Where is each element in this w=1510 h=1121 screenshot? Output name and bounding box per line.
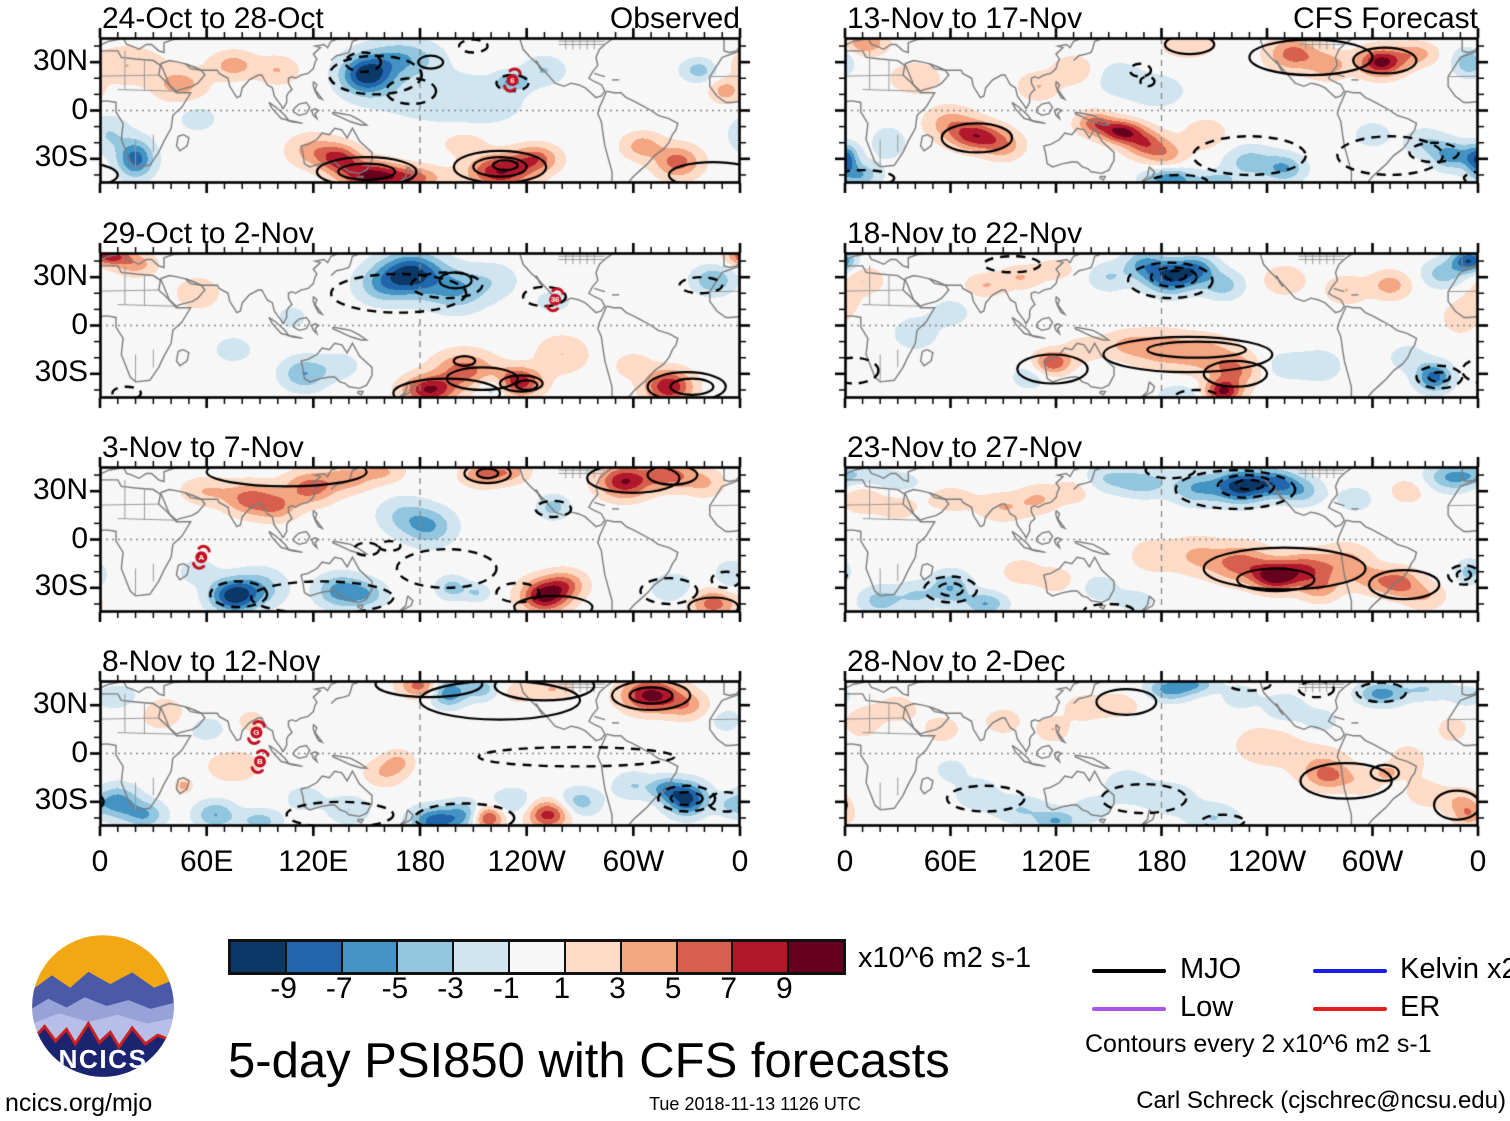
ncics-logo: NCICS (32, 935, 174, 1077)
y-axis-label: 0 (71, 92, 88, 126)
colorbar-tick-label: 1 (553, 972, 571, 1005)
panel-corner-label: CFS Forecast (1292, 2, 1478, 35)
credit: Carl Schreck (cjschrec@ncsu.edu) (1136, 1087, 1506, 1114)
colorbar-tick-label: -9 (270, 972, 297, 1005)
colorbar-tick-label: -5 (381, 972, 409, 1005)
logo-red-ridge (32, 1020, 174, 1050)
colorbar-segment (286, 942, 343, 972)
colorbar-segment (789, 942, 843, 972)
x-axis-label: 0 (836, 845, 854, 878)
kelvin-line-sample (1313, 969, 1387, 973)
colorbar-segment (510, 942, 566, 972)
x-axis-label: 60E (923, 845, 978, 878)
colorbar-tick-label: 9 (776, 972, 793, 1005)
low-line-sample (1092, 1007, 1166, 1011)
x-axis-label: 120E (1020, 845, 1092, 878)
colorbar-segment (733, 942, 790, 972)
legend-label-low: Low (1180, 991, 1234, 1023)
y-axis-label: 30S (34, 140, 88, 173)
colorbar (228, 939, 846, 975)
x-axis-label: 120E (278, 845, 349, 878)
site-url: ncics.org/mjo (5, 1089, 153, 1117)
y-axis-label: 30S (34, 355, 88, 388)
panel-corner-label: Observed (609, 2, 740, 35)
colorbar-segment (342, 942, 399, 972)
y-axis-label: 30N (32, 44, 88, 77)
legend-label-er: ER (1400, 991, 1441, 1023)
x-axis-label: 120W (1227, 845, 1307, 878)
colorbar-tick-label: 7 (720, 972, 738, 1005)
legend-label-kelvin: Kelvin x2 (1400, 953, 1510, 985)
x-axis-label: 60E (179, 845, 234, 878)
colorbar-segment (454, 942, 511, 972)
x-axis-label: 60W (1341, 845, 1404, 878)
panel-title: 23-Nov to 27-Nov (847, 431, 1083, 464)
x-axis-label: 60W (602, 845, 665, 878)
timestamp: Tue 2018-11-13 1126 UTC (649, 1094, 861, 1114)
legend-label-mjo: MJO (1180, 953, 1242, 985)
colorbar-segment (231, 942, 287, 972)
y-axis-label: 30S (34, 783, 88, 816)
panel-title: 24-Oct to 28-Oct (102, 2, 324, 35)
panel-title: 3-Nov to 7-Nov (102, 431, 304, 464)
y-axis-label: 30S (34, 569, 88, 602)
colorbar-segment (677, 942, 734, 972)
x-axis-label: 0 (1469, 845, 1487, 878)
y-axis-label: 0 (71, 307, 88, 341)
er-line-sample (1313, 1007, 1387, 1011)
panel-title: 13-Nov to 17-Nov (847, 2, 1083, 35)
figure-title: 5-day PSI850 with CFS forecasts (228, 1034, 950, 1088)
x-axis-label: 180 (1136, 845, 1187, 878)
panel-title: 8-Nov to 12-Nov (102, 645, 321, 678)
colorbar-tick-label: -3 (437, 972, 464, 1005)
y-axis-label: 0 (71, 521, 88, 555)
contour-interval-note: Contours every 2 x10^6 m2 s-1 (1085, 1030, 1432, 1058)
panel-title: 28-Nov to 2-Dec (847, 645, 1066, 678)
colorbar-segment (398, 942, 455, 972)
y-axis-label: 30N (32, 473, 88, 506)
x-axis-label: 0 (91, 845, 109, 878)
colorbar-segment (621, 942, 678, 972)
x-axis-label: 0 (731, 845, 749, 878)
panel-title: 18-Nov to 22-Nov (847, 217, 1083, 250)
colorbar-tick-label: -1 (492, 972, 520, 1005)
panel-title: 29-Oct to 2-Nov (102, 217, 314, 250)
colorbar-tick-label: 5 (664, 972, 682, 1005)
y-axis-label: 0 (71, 735, 88, 769)
logo-text: NCICS (58, 1044, 147, 1074)
mjo-line-sample (1092, 969, 1166, 973)
colorbar-segment (565, 942, 622, 972)
x-axis-label: 180 (394, 845, 446, 878)
y-axis-label: 30N (32, 259, 88, 292)
x-axis-label: 120W (487, 845, 566, 878)
colorbar-unit-label: x10^6 m2 s-1 (858, 942, 1032, 974)
colorbar-tick-label: -7 (325, 972, 353, 1005)
colorbar-tick-label: 3 (609, 972, 626, 1005)
map-panels-canvas (0, 0, 1510, 860)
y-axis-label: 30N (32, 687, 88, 720)
